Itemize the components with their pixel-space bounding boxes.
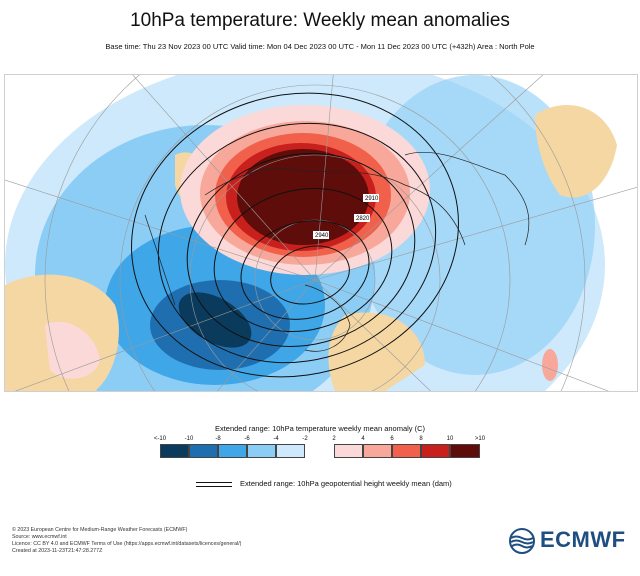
colorbar-tick: 8 [419, 436, 423, 442]
land-patch-northeast [535, 105, 617, 198]
contour-legend-line [196, 486, 232, 487]
graticule [5, 75, 637, 391]
colorbar-tick: 2 [332, 436, 336, 442]
coastlines [144, 151, 530, 352]
colorbar-swatch [334, 444, 363, 458]
contour-labels: 2910 2820 2940 [313, 194, 379, 239]
colorbar-tick: -4 [273, 436, 279, 442]
height-contours [131, 92, 459, 378]
colorbar-swatch [421, 444, 450, 458]
contour-label-2820: 2820 [356, 216, 370, 222]
polar-map: 2910 2820 2940 [4, 74, 638, 392]
colorbar-swatch [363, 444, 392, 458]
colorbar-swatch [247, 444, 276, 458]
colorbar-tick: 4 [361, 436, 365, 442]
colorbar-swatch [450, 444, 480, 458]
colorbar-swatch [392, 444, 421, 458]
ecmwf-logo-icon [509, 528, 535, 554]
ecmwf-logo: ECMWF [508, 527, 632, 555]
colorbar-tick: -8 [215, 436, 221, 442]
colorbar-tick: -6 [244, 436, 250, 442]
colorbar-tick: >10 [474, 436, 486, 442]
ecmwf-logo-text: ECMWF [540, 527, 626, 552]
anomaly-core-warm [237, 149, 369, 245]
contour-label-2910: 2910 [365, 196, 379, 202]
colorbar-swatch [218, 444, 247, 458]
colorbar-swatch [276, 444, 305, 458]
colorbar-tick: 10 [446, 436, 454, 442]
credit-line: Source: www.ecmwf.int [12, 534, 67, 540]
credit-line: Licence: CC BY 4.0 and ECMWF Terms of Us… [12, 541, 242, 547]
contour-label-2940: 2940 [315, 233, 329, 239]
credit-line: Created at 2023-11-23T21:47:28.277Z [12, 548, 103, 554]
colorbar-swatch [160, 444, 189, 458]
map-canvas: 2910 2820 2940 [5, 75, 637, 391]
contour-legend: Extended range: 10hPa geopotential heigh… [196, 477, 596, 493]
colorbar-swatch [305, 444, 334, 458]
page-title: 10hPa temperature: Weekly mean anomalies [130, 10, 510, 31]
contour-legend-label: Extended range: 10hPa geopotential heigh… [240, 479, 452, 488]
credit-line: © 2023 European Centre for Medium-Range … [12, 527, 188, 533]
forecast-subtitle: Base time: Thu 23 Nov 2023 00 UTC Valid … [105, 42, 535, 51]
credits: © 2023 European Centre for Medium-Range … [12, 527, 241, 555]
colorbar-swatch [189, 444, 218, 458]
colorbar-tick: <-10 [153, 436, 167, 442]
colorbar-tick: 6 [390, 436, 394, 442]
colorbar-tick: -10 [184, 436, 194, 442]
colorbar-title: Extended range: 10hPa temperature weekly… [214, 424, 426, 433]
warm-patch-east [542, 349, 558, 381]
colorbar-tick: -2 [302, 436, 308, 442]
contour-legend-line [196, 482, 232, 483]
